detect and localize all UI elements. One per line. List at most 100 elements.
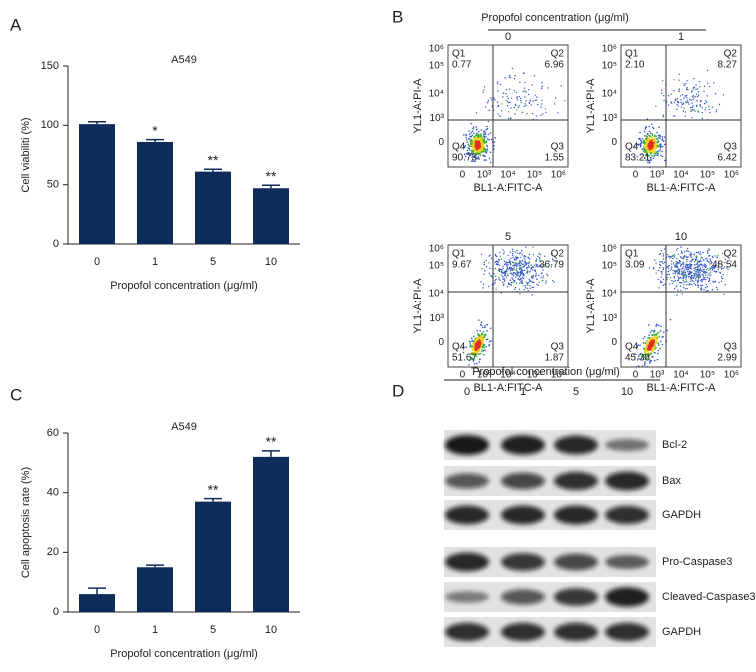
band bbox=[501, 589, 545, 605]
event-dot bbox=[472, 126, 475, 128]
bar bbox=[195, 501, 231, 612]
event-dot bbox=[643, 356, 645, 359]
event-dot bbox=[555, 260, 557, 262]
event-dot bbox=[475, 140, 478, 143]
event-dot bbox=[471, 160, 474, 162]
event-dot bbox=[717, 262, 720, 265]
event-dot bbox=[484, 325, 486, 327]
event-dot bbox=[522, 263, 525, 265]
event-dot bbox=[471, 367, 473, 369]
event-dot bbox=[479, 154, 482, 157]
y-tick-label: 100 bbox=[41, 119, 59, 131]
event-dot bbox=[643, 353, 647, 356]
event-dot bbox=[476, 157, 479, 160]
event-dot bbox=[682, 286, 685, 289]
event-dot bbox=[474, 342, 477, 345]
event-dot bbox=[498, 264, 501, 267]
event-dot bbox=[680, 246, 682, 248]
event-dot bbox=[541, 272, 543, 274]
event-dot bbox=[487, 120, 490, 123]
event-dot bbox=[683, 97, 685, 99]
event-dot bbox=[678, 90, 680, 93]
x-tick-label: 10⁶ bbox=[551, 170, 566, 181]
event-dot bbox=[683, 263, 685, 265]
event-dot bbox=[709, 274, 711, 277]
event-dot bbox=[662, 255, 665, 257]
event-dot bbox=[475, 142, 478, 145]
event-dot bbox=[653, 333, 656, 336]
event-dot bbox=[705, 266, 707, 269]
quadrant-value: 6.42 bbox=[718, 153, 738, 164]
event-dot bbox=[530, 264, 532, 266]
event-dot bbox=[480, 133, 483, 135]
event-dot bbox=[478, 158, 480, 160]
event-dot bbox=[524, 261, 527, 264]
event-dot bbox=[546, 273, 548, 275]
x-axis-label: Propofol concentration (μg/ml) bbox=[110, 648, 258, 660]
event-dot bbox=[680, 106, 683, 108]
event-dot bbox=[514, 264, 516, 267]
quadrant-value: 51.67 bbox=[452, 353, 477, 364]
event-dot bbox=[661, 138, 664, 140]
event-dot bbox=[678, 73, 680, 75]
event-dot bbox=[536, 264, 538, 266]
event-dot bbox=[656, 332, 658, 335]
event-dot bbox=[701, 111, 704, 114]
event-dot bbox=[650, 135, 653, 139]
event-dot bbox=[702, 251, 704, 254]
event-dot bbox=[516, 249, 518, 252]
event-dot bbox=[514, 288, 516, 290]
event-dot bbox=[643, 130, 646, 133]
event-dot bbox=[691, 259, 694, 261]
event-dot bbox=[675, 286, 677, 288]
event-dot bbox=[661, 145, 664, 148]
event-dot bbox=[660, 325, 662, 328]
event-dot bbox=[507, 283, 510, 285]
event-dot bbox=[706, 271, 708, 274]
plot-frame bbox=[447, 44, 569, 168]
event-dot bbox=[472, 138, 476, 141]
event-dot bbox=[680, 273, 683, 276]
event-dot bbox=[462, 346, 465, 349]
event-dot bbox=[515, 257, 518, 260]
event-dot bbox=[697, 91, 700, 93]
event-dot bbox=[686, 256, 688, 259]
event-dot bbox=[639, 145, 642, 148]
event-dot bbox=[535, 99, 538, 101]
event-dot bbox=[647, 324, 650, 326]
event-dot bbox=[541, 266, 543, 269]
event-dot bbox=[667, 270, 670, 273]
quadrant-name: Q4 bbox=[452, 142, 466, 153]
event-dot bbox=[698, 274, 700, 276]
event-dot bbox=[687, 268, 689, 271]
event-dot bbox=[663, 331, 665, 334]
event-dot bbox=[538, 257, 541, 259]
y-tick-label: 50 bbox=[47, 179, 59, 191]
event-dot bbox=[531, 277, 533, 279]
quadrant-name: Q4 bbox=[625, 142, 639, 153]
event-dot bbox=[509, 270, 512, 272]
event-dot bbox=[528, 266, 530, 268]
event-dot bbox=[518, 96, 520, 98]
event-dot bbox=[704, 263, 706, 265]
band-label: Cleaved-Caspase3 bbox=[662, 591, 756, 603]
event-dot bbox=[494, 99, 496, 101]
event-dot bbox=[712, 280, 714, 283]
event-dot bbox=[707, 252, 709, 255]
event-dot bbox=[682, 284, 685, 286]
band bbox=[605, 555, 649, 569]
event-dot bbox=[659, 264, 662, 267]
event-dot bbox=[524, 284, 527, 287]
event-dot bbox=[489, 161, 492, 164]
quadrant-name: Q2 bbox=[551, 49, 565, 60]
event-dot bbox=[551, 279, 554, 282]
event-dot bbox=[722, 267, 724, 270]
event-dot bbox=[683, 84, 686, 87]
event-dot bbox=[697, 251, 700, 253]
event-dot bbox=[485, 159, 487, 161]
event-dot bbox=[538, 274, 540, 277]
event-dot bbox=[482, 283, 485, 285]
event-dot bbox=[476, 340, 479, 343]
event-dot bbox=[547, 266, 550, 268]
event-dot bbox=[636, 345, 639, 347]
